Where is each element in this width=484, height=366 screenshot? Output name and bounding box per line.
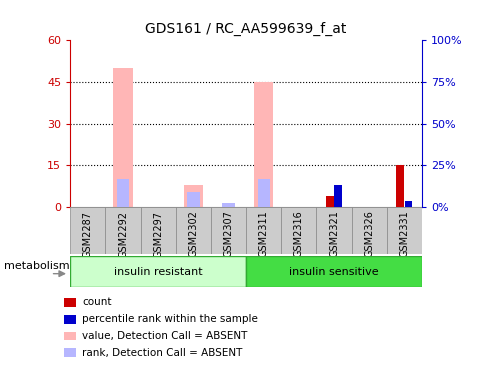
- Bar: [257, 179, 269, 207]
- Bar: [254, 82, 273, 207]
- Text: value, Detection Call = ABSENT: value, Detection Call = ABSENT: [82, 331, 247, 341]
- Bar: [70, 256, 245, 287]
- Bar: [117, 179, 129, 207]
- Text: count: count: [82, 297, 111, 307]
- Text: GSM2307: GSM2307: [223, 210, 233, 257]
- Text: insulin sensitive: insulin sensitive: [288, 267, 378, 277]
- Bar: [404, 201, 411, 207]
- Bar: [183, 184, 203, 207]
- Text: GSM2311: GSM2311: [258, 210, 268, 257]
- Bar: [333, 184, 341, 207]
- Text: insulin resistant: insulin resistant: [114, 267, 202, 277]
- Text: metabolism: metabolism: [3, 261, 69, 271]
- Text: percentile rank within the sample: percentile rank within the sample: [82, 314, 257, 324]
- Bar: [245, 256, 421, 287]
- Text: GSM2302: GSM2302: [188, 210, 198, 257]
- Bar: [245, 207, 281, 254]
- Bar: [64, 298, 76, 307]
- Text: GSM2321: GSM2321: [328, 210, 338, 257]
- Bar: [140, 207, 175, 254]
- Bar: [113, 68, 133, 207]
- Bar: [222, 203, 234, 207]
- Bar: [351, 207, 386, 254]
- Bar: [64, 315, 76, 324]
- Text: GSM2292: GSM2292: [118, 210, 128, 258]
- Bar: [175, 207, 211, 254]
- Title: GDS161 / RC_AA599639_f_at: GDS161 / RC_AA599639_f_at: [145, 22, 346, 37]
- Bar: [316, 207, 351, 254]
- Bar: [325, 196, 333, 207]
- Bar: [64, 332, 76, 340]
- Text: GSM2297: GSM2297: [153, 210, 163, 258]
- Bar: [64, 348, 76, 357]
- Text: rank, Detection Call = ABSENT: rank, Detection Call = ABSENT: [82, 348, 242, 358]
- Bar: [386, 207, 421, 254]
- Text: GSM2326: GSM2326: [363, 210, 374, 257]
- Text: GSM2316: GSM2316: [293, 210, 303, 257]
- Bar: [211, 207, 245, 254]
- Bar: [281, 207, 316, 254]
- Bar: [395, 165, 403, 207]
- Bar: [187, 191, 199, 207]
- Bar: [70, 207, 105, 254]
- Text: GSM2331: GSM2331: [398, 210, 408, 257]
- Text: GSM2287: GSM2287: [83, 210, 93, 258]
- Bar: [105, 207, 140, 254]
